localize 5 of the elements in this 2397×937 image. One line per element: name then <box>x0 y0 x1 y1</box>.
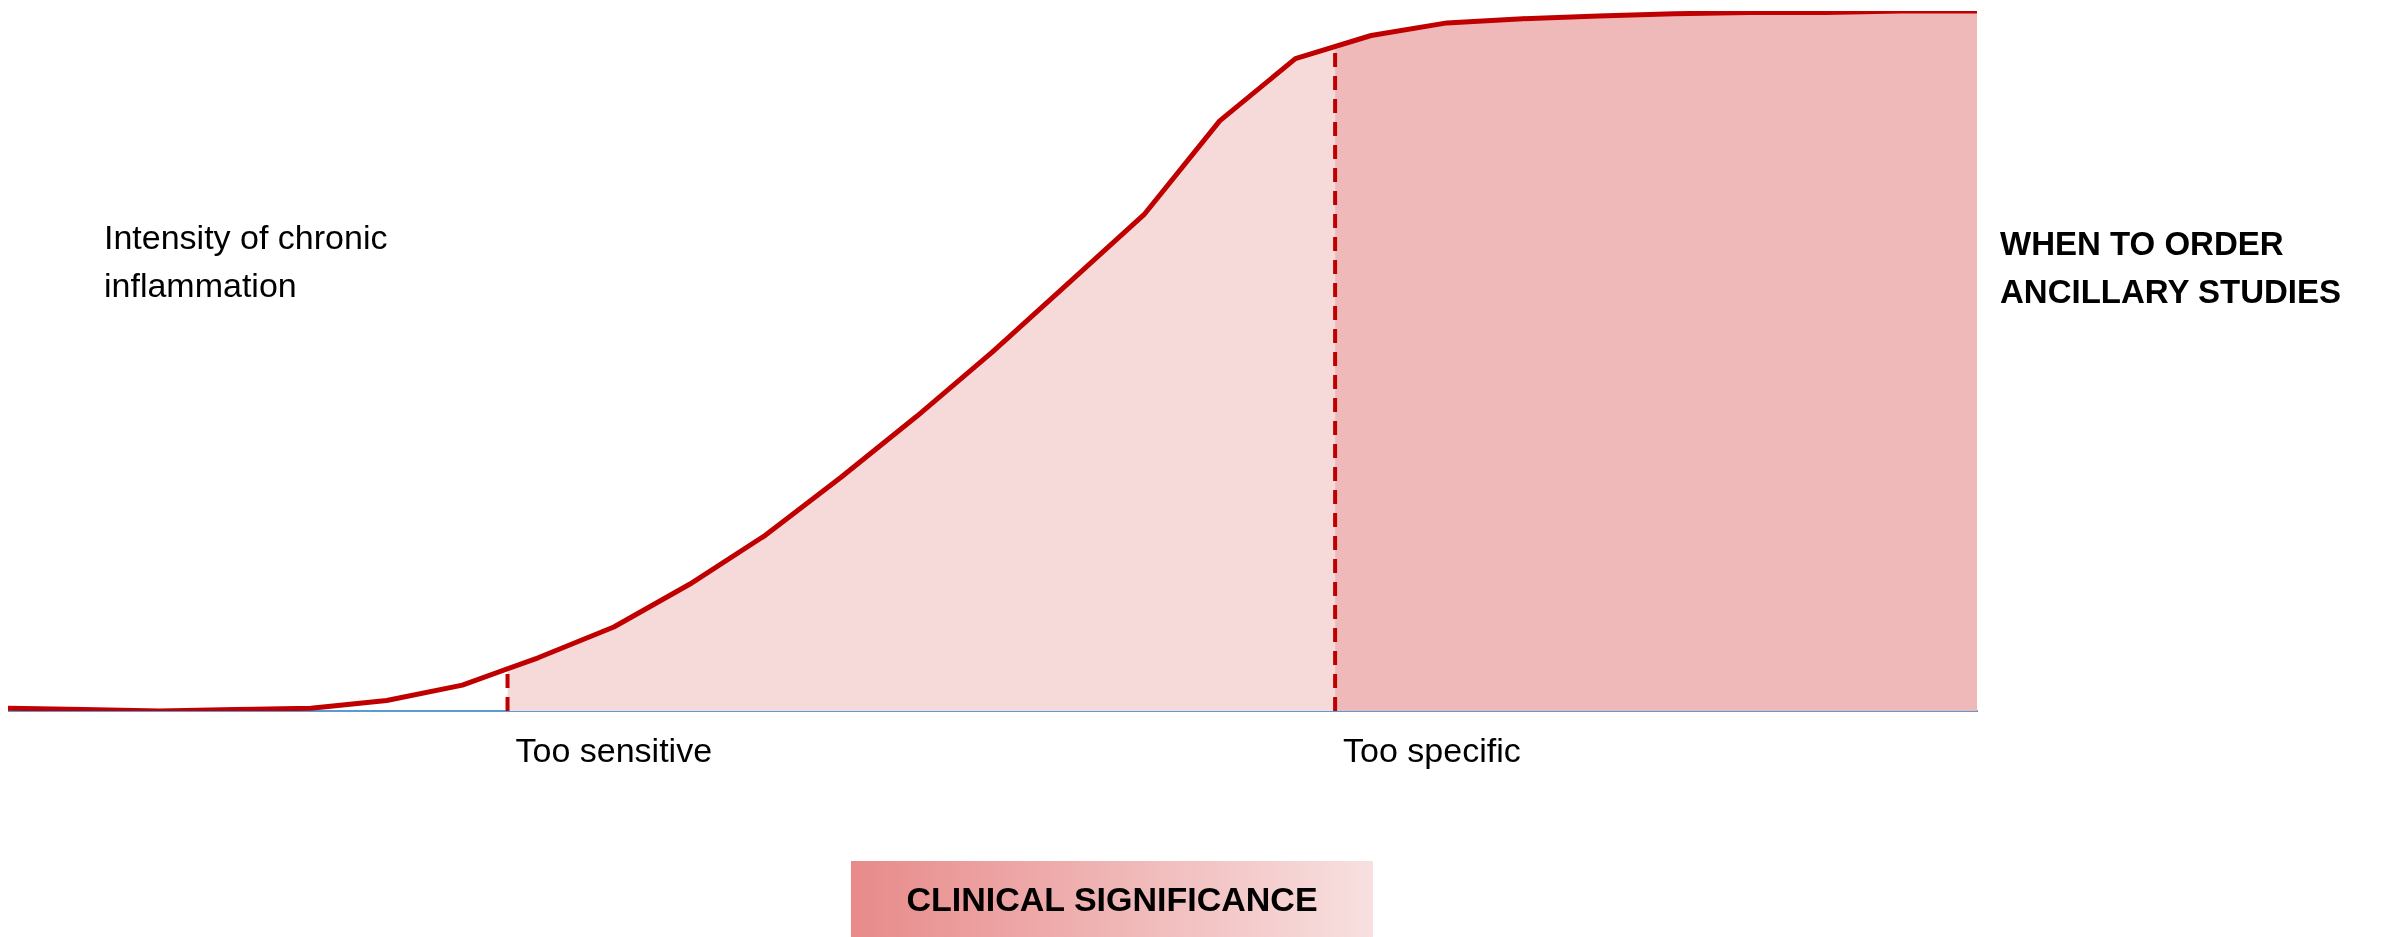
text: Too sensitive <box>515 731 713 770</box>
text: WHEN TO ORDER ANCILLARY STUDIES <box>2000 224 2343 312</box>
y-axis-title: Intensity of chronic inflammation <box>104 217 389 306</box>
x-axis-title: CLINICAL SIGNIFICANCE <box>851 861 1373 937</box>
text: Too specific <box>1343 731 1521 770</box>
